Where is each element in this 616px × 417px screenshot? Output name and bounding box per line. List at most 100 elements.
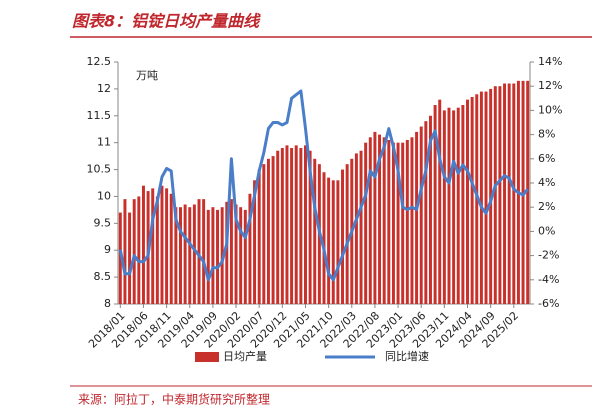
bar xyxy=(327,177,331,304)
bar xyxy=(229,199,233,304)
bar xyxy=(364,142,368,304)
y2-tick-label: 0% xyxy=(538,224,555,237)
bar xyxy=(299,148,303,304)
bar xyxy=(396,142,400,304)
bar xyxy=(155,196,159,304)
y2-tick-label: 12% xyxy=(538,79,562,92)
bar xyxy=(192,204,196,304)
bar xyxy=(239,207,243,304)
bar xyxy=(438,99,442,305)
bar xyxy=(428,115,432,305)
y2-tick-label: 8% xyxy=(538,128,555,141)
bar xyxy=(359,150,363,304)
bar xyxy=(294,145,298,304)
bar xyxy=(225,201,229,304)
bar xyxy=(128,212,132,304)
bar xyxy=(322,172,326,304)
y2-tick-label: 6% xyxy=(538,152,555,165)
bar xyxy=(442,110,446,305)
bar xyxy=(456,107,460,304)
y2-tick-label: -4% xyxy=(538,273,559,286)
bar xyxy=(433,105,437,305)
y2-tick-label: 4% xyxy=(538,176,555,189)
line xyxy=(118,89,529,282)
y-tick-label: 10.5 xyxy=(87,163,112,176)
bar xyxy=(169,193,173,304)
bar xyxy=(526,80,530,304)
bar xyxy=(262,164,266,304)
bar xyxy=(378,134,382,304)
bar xyxy=(188,207,192,304)
bar xyxy=(521,80,525,304)
bar xyxy=(132,199,136,304)
bar xyxy=(461,105,465,305)
legend-swatch xyxy=(195,352,219,362)
bar xyxy=(391,142,395,304)
bar xyxy=(151,188,155,304)
y-tick-label: 11 xyxy=(97,136,111,149)
bar xyxy=(424,121,428,305)
bar xyxy=(123,199,127,304)
bar xyxy=(141,185,145,304)
bar xyxy=(276,150,280,304)
bar xyxy=(271,156,275,304)
bar xyxy=(387,139,391,304)
chart-title: 图表8：铝锭日均产量曲线 xyxy=(72,12,261,31)
bar xyxy=(493,86,497,304)
bar xyxy=(470,96,474,304)
bar xyxy=(336,180,340,304)
bar xyxy=(452,110,456,305)
bar xyxy=(179,207,182,304)
bar xyxy=(479,91,483,304)
y2-tick-label: 14% xyxy=(538,55,562,68)
bar xyxy=(368,137,372,304)
bar xyxy=(503,83,507,304)
bar xyxy=(290,148,294,304)
bar xyxy=(280,148,284,304)
bar xyxy=(160,185,164,304)
bar xyxy=(401,142,405,304)
bar xyxy=(447,107,451,304)
bar xyxy=(498,86,502,304)
y-tick-label: 12 xyxy=(97,82,111,95)
y-tick-label: 11.5 xyxy=(87,109,112,122)
y-tick-label: 9.5 xyxy=(94,216,112,229)
bar xyxy=(512,83,516,304)
bar xyxy=(341,169,344,304)
bar xyxy=(304,145,307,304)
bar xyxy=(373,131,377,304)
bar xyxy=(183,204,187,304)
bar xyxy=(285,145,289,304)
y2-tick-label: 2% xyxy=(538,200,555,213)
bar xyxy=(206,209,210,304)
y-unit-label: 万吨 xyxy=(136,69,158,82)
y-tick-label: 8 xyxy=(104,297,111,310)
bar xyxy=(220,207,224,304)
bar xyxy=(197,199,201,304)
y2-tick-label: -6% xyxy=(538,297,559,310)
bar xyxy=(382,137,386,304)
bar xyxy=(216,209,220,304)
bar xyxy=(211,207,215,304)
y-tick-label: 9 xyxy=(104,243,111,256)
bar xyxy=(466,99,469,305)
legend-label: 同比增速 xyxy=(385,349,429,363)
bar xyxy=(118,212,122,304)
y2-tick-label: 10% xyxy=(538,103,562,116)
bar xyxy=(419,126,423,305)
bar xyxy=(410,137,414,304)
bar xyxy=(243,209,247,304)
bar xyxy=(248,193,252,304)
bar xyxy=(345,164,349,304)
bar xyxy=(266,158,270,304)
bar xyxy=(354,153,358,304)
bar xyxy=(308,150,312,304)
y2-tick-label: -2% xyxy=(538,249,559,262)
y-tick-label: 10 xyxy=(97,189,111,202)
legend-label: 日均产量 xyxy=(223,349,267,363)
bar xyxy=(202,199,206,304)
bar xyxy=(415,131,419,304)
bar xyxy=(313,158,317,304)
bar xyxy=(174,207,178,304)
bar xyxy=(405,139,409,304)
